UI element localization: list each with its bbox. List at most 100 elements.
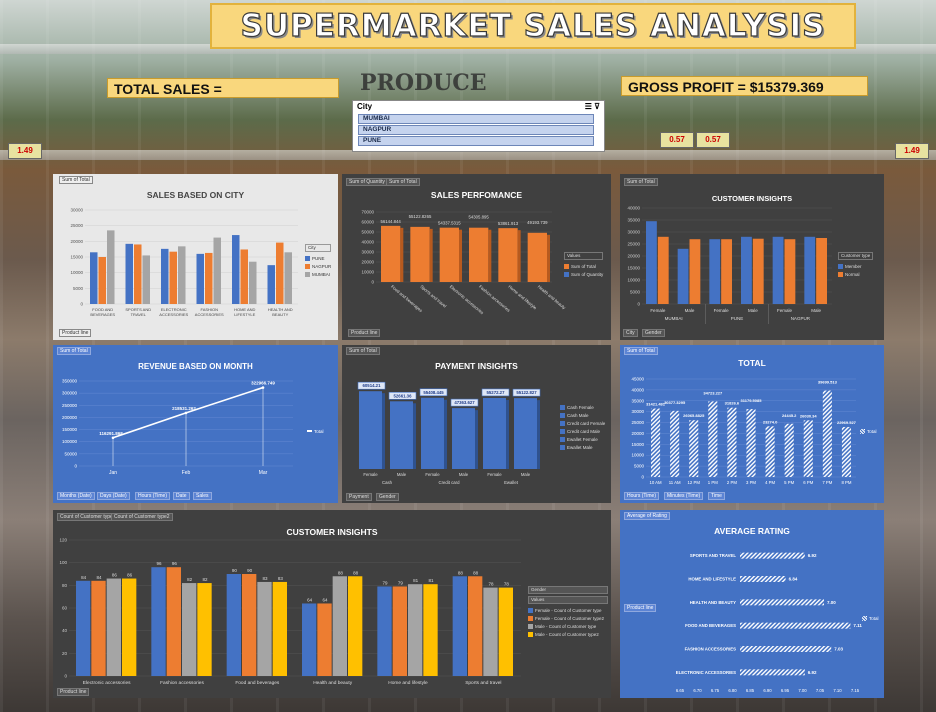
x-tick-label: Mar (259, 470, 268, 476)
x-tick-label: 6 PM (803, 480, 813, 485)
y-tick-label: 5000 (73, 286, 84, 291)
sales-by-city-chart[interactable]: Sum of Total SALES BASED ON CITY 0 5000 10… (53, 174, 338, 340)
y-tick-label: 25000 (70, 223, 83, 228)
customer-insights-by-product-chart[interactable]: Count of Customer type Count of Customer… (53, 510, 611, 698)
field-chip[interactable]: Sum of Total (624, 347, 658, 355)
clear-filter-icon[interactable]: ☰ ⊽ (584, 102, 600, 111)
bar (205, 252, 213, 304)
bar (106, 578, 121, 676)
field-chip[interactable]: Count of Customer type2 (111, 513, 173, 521)
data-label: 54305.895 (469, 215, 490, 220)
bar (514, 398, 537, 469)
product-line-filter[interactable]: Product line (57, 688, 90, 696)
y-tick-label: 10000 (631, 453, 644, 458)
data-label: 31421.481 (646, 402, 666, 407)
chart-title: TOTAL (738, 358, 766, 368)
bar-side (400, 227, 404, 282)
days-filter[interactable]: Days (Date) (97, 492, 130, 500)
y-tick-label: 20000 (361, 260, 374, 265)
legend-header-gender[interactable]: Gender (528, 586, 608, 594)
shelf-stripe (0, 150, 936, 160)
field-chip[interactable]: Sum of Total (386, 178, 420, 186)
data-label: 24445.2 (782, 413, 797, 418)
data-label: 96 (172, 561, 178, 566)
page-title: SUPERMARKET SALES ANALYSIS (240, 7, 826, 44)
x-tick-label: BEVERAGES (90, 312, 115, 317)
city-slicer[interactable]: City ☰ ⊽ MUMBAI NAGPUR PUNE (352, 100, 605, 152)
slicer-item-pune[interactable]: PUNE (358, 136, 594, 146)
y-tick-label: 250000 (62, 403, 78, 408)
payment-filter[interactable]: Payment (346, 493, 372, 501)
y-tick-label: 45000 (631, 377, 644, 382)
sales-performance-chart[interactable]: Sum of Quantity Sum of Total SALES PERFO… (342, 174, 611, 340)
bar (740, 622, 851, 629)
hours-filter[interactable]: Hours (Time) (135, 492, 170, 500)
y-tick-label: 25000 (627, 242, 640, 247)
x-tick-label: 5 PM (784, 480, 794, 485)
data-label: 7.03 (834, 647, 843, 652)
y-tick-label: FOOD AND BEVERAGES (685, 623, 736, 628)
field-chip[interactable]: Sum of Total (624, 178, 658, 186)
average-rating-chart[interactable]: Average of Rating AVERAGE RATING 6.92 SPO… (620, 510, 884, 698)
bar (196, 253, 204, 304)
sales-filter[interactable]: Sales (193, 492, 212, 500)
legend-header[interactable]: City (305, 244, 332, 252)
hours-filter[interactable]: Hours (Time) (624, 492, 659, 500)
bar (469, 227, 489, 282)
legend-item-total: Total (307, 427, 324, 435)
payment-insights-chart[interactable]: Sum of Total PAYMENT INSIGHTS 60514.21 Fe… (342, 345, 611, 503)
bar (741, 236, 752, 304)
chart-plot: 6.92 SPORTS AND TRAVEL 6.84 HOME AND LIFEST… (676, 552, 862, 693)
city-filter[interactable]: City (623, 329, 638, 337)
product-line-filter[interactable]: Product line (624, 604, 657, 612)
x-tick-label: Female (777, 308, 793, 313)
total-by-hour-chart[interactable]: Sum of Total TOTAL 0 5000 10000 15000 20000 2… (620, 345, 884, 503)
legend-header[interactable]: Customer type (838, 252, 874, 260)
x-tick-label: LIFESTYLE (234, 312, 255, 317)
revenue-by-month-chart[interactable]: Sum of Total REVENUE BASED ON MONTH 0 500… (53, 345, 338, 503)
data-label: 90 (247, 568, 253, 573)
group-label: MUMBAI (665, 316, 683, 321)
bar (284, 252, 292, 304)
legend-header[interactable]: Values (564, 252, 604, 260)
months-filter[interactable]: Months (Date) (57, 492, 95, 500)
bar (452, 576, 467, 676)
x-tick-label: Male (397, 472, 407, 477)
bar (182, 583, 197, 676)
slicer-item-nagpur[interactable]: NAGPUR (358, 125, 594, 135)
legend-item-pune: PUNE (305, 254, 331, 262)
x-tick-label: TRAVEL (131, 312, 147, 317)
field-chip[interactable]: Sum of Total (57, 347, 91, 355)
legend-header-values[interactable]: Values (528, 596, 608, 604)
bar (276, 242, 284, 304)
gender-filter[interactable]: Gender (376, 493, 399, 501)
minutes-filter[interactable]: Minutes (Time) (664, 492, 704, 500)
gender-filter[interactable]: Gender (642, 329, 665, 337)
bar (169, 251, 177, 304)
x-tick-label: 7 PM (822, 480, 832, 485)
bar (359, 391, 382, 469)
field-chip[interactable]: Average of Rating (624, 512, 670, 520)
bar (803, 420, 813, 477)
field-chip[interactable]: Sum of Total (59, 176, 93, 184)
data-label: 81 (428, 578, 434, 583)
field-chip[interactable]: Sum of Total (346, 347, 380, 355)
customer-insights-chart[interactable]: Sum of Total CUSTOMER INSIGHTS 0 5000 1000… (620, 174, 884, 340)
data-label: 96 (156, 561, 162, 566)
slicer-item-mumbai[interactable]: MUMBAI (358, 114, 594, 124)
x-tick-label: ACCESSORIES (159, 312, 188, 317)
time-filter[interactable]: Time (708, 492, 725, 500)
legend-item: Female - Count of Customer type2 (528, 614, 608, 622)
product-line-filter[interactable]: Product line (59, 329, 92, 337)
y-tick-label: 60000 (361, 220, 374, 225)
date-filter[interactable]: Date (173, 492, 190, 500)
product-line-filter[interactable]: Product line (348, 329, 381, 337)
legend-item: Male - Count of Customer type (528, 622, 608, 630)
data-label: 116291.868 (99, 431, 123, 436)
data-label: 31826.6 (725, 401, 740, 406)
chart-plot: 0 5000 10000 15000 20000 25000 30000 35000 40000… (631, 377, 856, 486)
y-tick-label: 5000 (630, 290, 641, 295)
data-label-box (512, 388, 541, 397)
bar (232, 235, 240, 304)
data-label: 56144.844 (381, 219, 402, 224)
